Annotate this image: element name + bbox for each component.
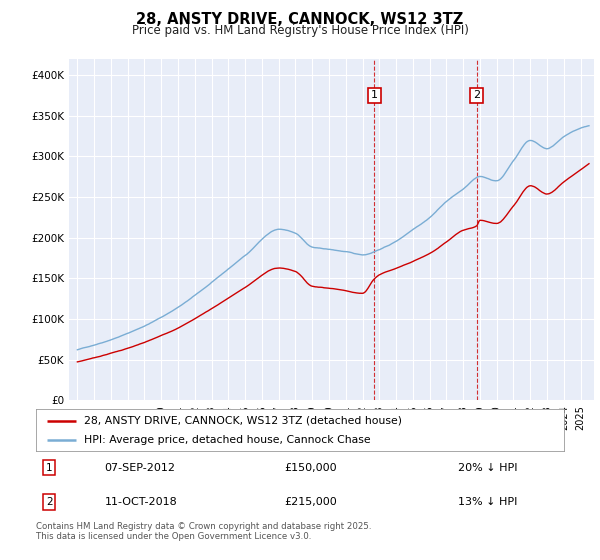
Text: Price paid vs. HM Land Registry's House Price Index (HPI): Price paid vs. HM Land Registry's House … (131, 24, 469, 36)
Text: 11-OCT-2018: 11-OCT-2018 (104, 497, 178, 507)
Text: 20% ↓ HPI: 20% ↓ HPI (458, 463, 518, 473)
Text: 1: 1 (371, 90, 378, 100)
Text: £215,000: £215,000 (284, 497, 337, 507)
Text: 13% ↓ HPI: 13% ↓ HPI (458, 497, 518, 507)
Text: 1: 1 (46, 463, 53, 473)
Text: 2: 2 (46, 497, 53, 507)
Text: 28, ANSTY DRIVE, CANNOCK, WS12 3TZ (detached house): 28, ANSTY DRIVE, CANNOCK, WS12 3TZ (deta… (83, 416, 401, 426)
Text: HPI: Average price, detached house, Cannock Chase: HPI: Average price, detached house, Cann… (83, 435, 370, 445)
Text: 07-SEP-2012: 07-SEP-2012 (104, 463, 176, 473)
Text: 2: 2 (473, 90, 480, 100)
Text: £150,000: £150,000 (284, 463, 337, 473)
Text: Contains HM Land Registry data © Crown copyright and database right 2025.
This d: Contains HM Land Registry data © Crown c… (36, 522, 371, 542)
Text: 28, ANSTY DRIVE, CANNOCK, WS12 3TZ: 28, ANSTY DRIVE, CANNOCK, WS12 3TZ (136, 12, 464, 27)
